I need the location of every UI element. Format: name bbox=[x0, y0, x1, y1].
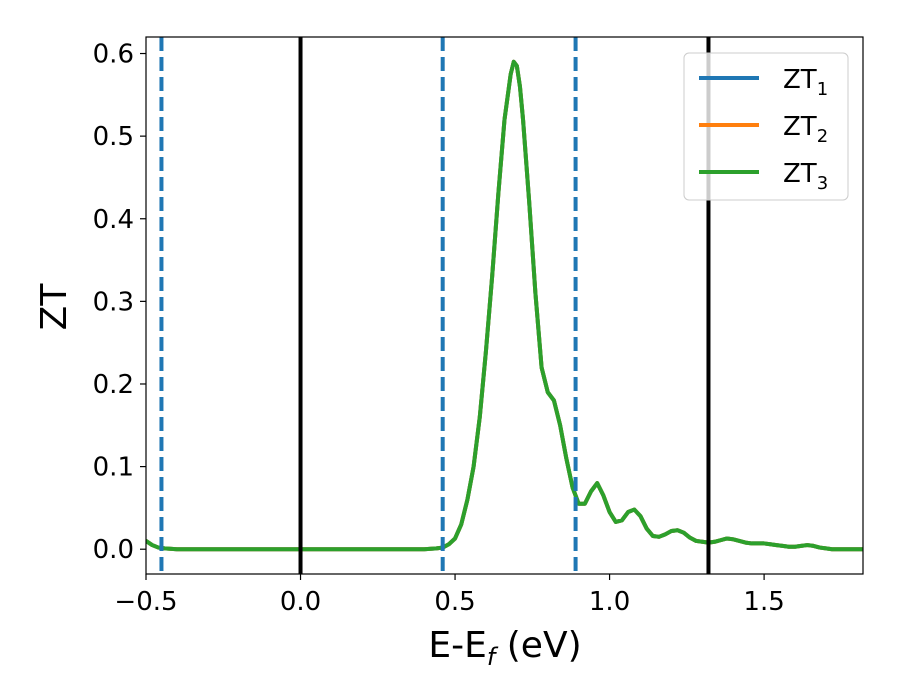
y-tick-label: 0.3 bbox=[93, 287, 134, 317]
legend-box bbox=[683, 52, 849, 201]
x-axis-label-main: E-E bbox=[428, 625, 486, 666]
x-tick-label: 0.5 bbox=[434, 587, 475, 617]
x-tick-label: 1.0 bbox=[589, 587, 630, 617]
axis-ticks: −0.5 0.0 0.5 1.0 1.5 0.0 0.1 0.2 0.3 0.4 0.5 0.6 bbox=[93, 40, 785, 617]
x-tick-label: 0.0 bbox=[280, 587, 321, 617]
y-tick-label: 0.5 bbox=[93, 122, 134, 152]
y-tick-label: 0.2 bbox=[93, 370, 134, 400]
legend-label-2: ZT2 bbox=[783, 112, 828, 147]
x-tick-label: 1.5 bbox=[743, 587, 784, 617]
legend-label-3: ZT3 bbox=[783, 159, 828, 194]
legend: ZT1 ZT2 ZT3 bbox=[683, 52, 849, 201]
legend-label-1: ZT1 bbox=[783, 65, 828, 100]
axes-frame bbox=[145, 36, 864, 575]
plot-area bbox=[145, 36, 864, 575]
y-tick-label: 0.4 bbox=[93, 205, 134, 235]
y-tick-label: 0.1 bbox=[93, 453, 134, 483]
y-tick-label: 0.6 bbox=[93, 40, 134, 70]
plot-clipped bbox=[146, 37, 863, 574]
y-tick-label: 0.0 bbox=[93, 535, 134, 565]
y-axis-label: ZT bbox=[34, 283, 75, 331]
x-tick-label: −0.5 bbox=[114, 587, 177, 617]
x-axis-label-suffix: (eV) bbox=[495, 625, 581, 666]
x-axis-label: E-Ef (eV) bbox=[428, 625, 581, 671]
